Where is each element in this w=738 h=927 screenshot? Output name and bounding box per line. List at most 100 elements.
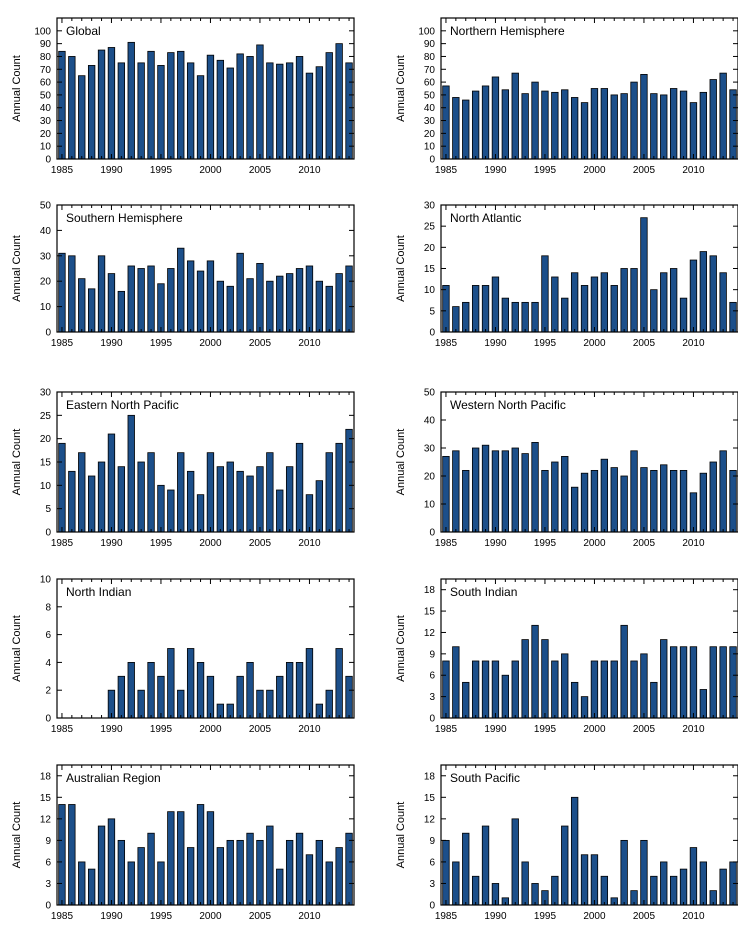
y-tick-label: 10: [424, 285, 436, 296]
bar: [679, 297, 688, 333]
bar: [501, 450, 510, 533]
x-tick-label: 2005: [249, 165, 272, 176]
x-tick-label: 2005: [249, 911, 272, 922]
bar: [266, 62, 274, 160]
bar: [68, 56, 76, 160]
bar: [630, 450, 638, 533]
bar: [452, 97, 460, 160]
bar: [246, 475, 254, 533]
bar: [610, 285, 618, 333]
y-axis-label: Annual Count: [395, 235, 407, 302]
bar: [471, 285, 480, 333]
x-tick-label: 2005: [633, 538, 656, 549]
bar: [729, 89, 737, 160]
bar: [335, 648, 343, 719]
y-tick-label: 5: [45, 504, 51, 515]
bar: [147, 452, 155, 533]
y-tick-label: 20: [424, 472, 436, 483]
bar: [590, 276, 599, 333]
y-tick-label: 6: [45, 857, 51, 868]
x-tick-label: 1990: [484, 165, 507, 176]
y-tick-label: 12: [40, 814, 52, 825]
x-tick-label: 1995: [150, 338, 173, 349]
y-tick-label: 3: [429, 692, 435, 703]
bar: [147, 50, 155, 160]
bar: [295, 832, 304, 906]
bar: [216, 59, 225, 160]
bar: [580, 472, 589, 533]
bar: [117, 839, 126, 906]
bar: [137, 847, 145, 906]
bar: [699, 91, 708, 160]
y-axis-label: Annual Count: [395, 615, 407, 682]
x-tick-label: 1995: [534, 724, 557, 735]
bar: [709, 461, 717, 533]
bar: [276, 275, 284, 333]
bar: [345, 428, 353, 533]
bar: [246, 662, 254, 719]
y-tick-label: 10: [40, 481, 52, 492]
y-tick-label: 15: [424, 607, 436, 618]
chart-panel: 0 10 20 30 40 50 1985 1990 1995 2000 2005 2010 South…: [11, 201, 355, 349]
chart-panel: 0 3 6 9 12 15 18 1985 1990 1995 2000 2005 2010 South …: [395, 764, 738, 922]
bar: [78, 861, 86, 906]
bar: [186, 648, 195, 719]
x-tick-label: 2000: [199, 338, 222, 349]
y-axis-label: Annual Count: [11, 802, 23, 869]
bar: [266, 280, 274, 333]
bar: [541, 90, 549, 160]
x-tick-label: 1995: [534, 165, 557, 176]
chart-panel: 0 5 10 15 20 25 30 1985 1990 1995 2000 2005 2010 East…: [11, 388, 355, 549]
bar: [315, 66, 324, 160]
y-tick-label: 15: [40, 458, 52, 469]
y-tick-label: 60: [424, 78, 436, 89]
bar: [147, 832, 155, 906]
y-axis-label: Annual Count: [11, 55, 23, 122]
bar: [452, 306, 460, 333]
bar: [442, 839, 450, 906]
bar: [521, 93, 529, 160]
y-axis-label: Annual Count: [395, 429, 407, 496]
bar: [226, 839, 234, 906]
x-tick-label: 2010: [682, 724, 705, 735]
bar: [246, 56, 254, 160]
bar: [97, 49, 106, 160]
bar: [481, 285, 490, 333]
bar: [177, 689, 185, 719]
chart-title: North Atlantic: [450, 211, 521, 225]
bar: [87, 475, 96, 533]
bar: [97, 461, 106, 533]
x-tick-label: 1985: [51, 338, 74, 349]
y-tick-label: 12: [424, 628, 436, 639]
bar: [719, 450, 727, 533]
bar: [570, 681, 579, 719]
bar: [679, 90, 688, 160]
bar: [521, 639, 529, 719]
bar: [531, 301, 539, 333]
bar: [620, 268, 628, 333]
bar: [117, 675, 126, 719]
x-tick-label: 2005: [633, 338, 656, 349]
plot-frame: [440, 578, 738, 719]
bar: [600, 88, 609, 160]
bar: [729, 646, 737, 719]
bar: [462, 681, 470, 719]
bar: [285, 62, 294, 160]
bar: [491, 76, 500, 160]
bar: [531, 883, 539, 906]
y-tick-label: 20: [40, 129, 52, 140]
bar: [157, 65, 165, 160]
y-tick-label: 30: [40, 251, 52, 262]
y-tick-label: 0: [45, 714, 51, 725]
x-tick-label: 2010: [298, 165, 321, 176]
x-tick-label: 1985: [435, 911, 458, 922]
y-tick-label: 9: [429, 649, 435, 660]
bar: [462, 301, 470, 333]
bar: [669, 469, 678, 533]
x-tick-label: 2000: [583, 338, 606, 349]
x-tick-label: 2000: [583, 724, 606, 735]
bar: [68, 470, 76, 533]
bar: [256, 263, 264, 333]
